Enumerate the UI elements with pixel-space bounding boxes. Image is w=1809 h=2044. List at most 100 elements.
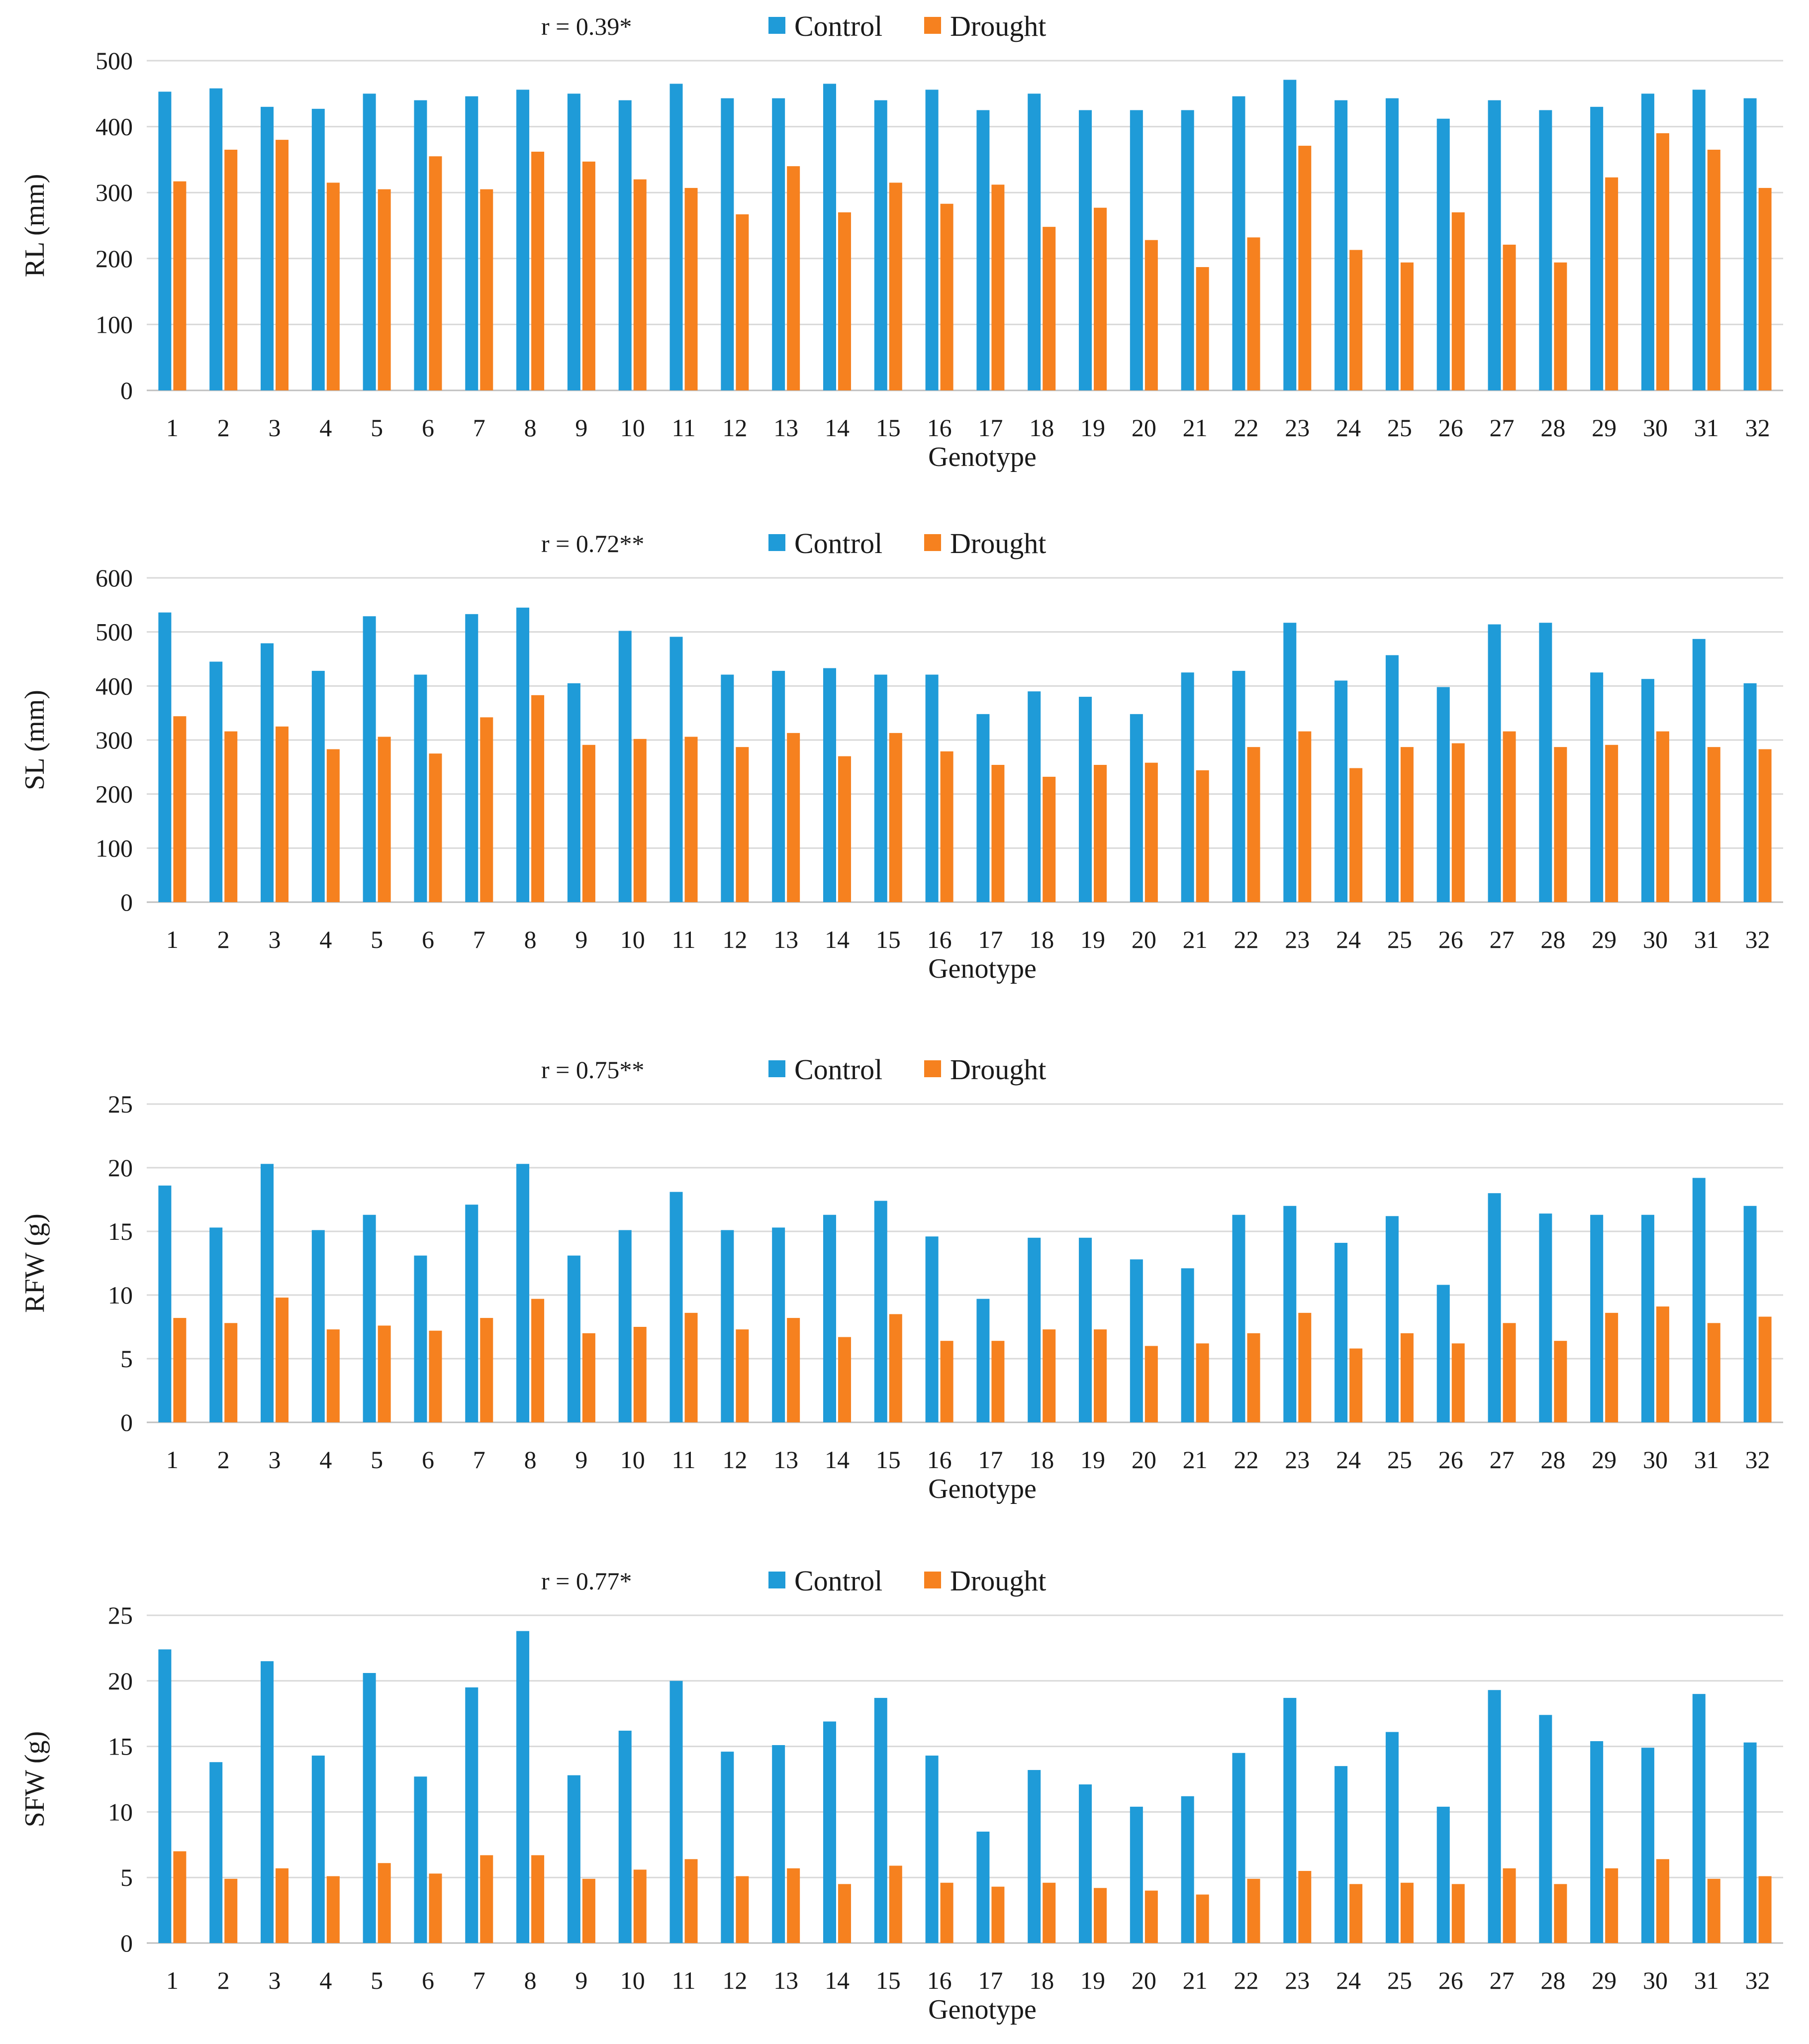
x-tick-label: 24	[1336, 1446, 1361, 1474]
bar-drought-30	[1656, 731, 1669, 902]
bar-control-28	[1539, 110, 1552, 390]
bar-control-2	[209, 88, 223, 390]
x-tick-label: 26	[1438, 926, 1463, 953]
y-tick-label: 0	[120, 1408, 133, 1436]
x-tick-label: 14	[825, 1966, 850, 1994]
bar-control-14	[823, 1721, 836, 1943]
bar-drought-26	[1451, 743, 1465, 902]
bar-control-9	[567, 93, 580, 391]
x-tick-label: 14	[825, 926, 850, 953]
x-tick-label: 17	[978, 1966, 1003, 1994]
x-tick-label: 3	[269, 1446, 281, 1474]
legend-swatch-control	[768, 1060, 785, 1077]
x-tick-label: 10	[620, 1446, 645, 1474]
bar-control-2	[209, 1227, 223, 1422]
x-tick-label: 21	[1183, 1446, 1208, 1474]
bar-drought-12	[736, 1329, 749, 1422]
bar-control-5	[363, 1214, 376, 1422]
x-tick-label: 11	[671, 1966, 695, 1994]
x-tick-label: 10	[620, 414, 645, 442]
bar-drought-8	[531, 151, 545, 390]
x-tick-label: 20	[1132, 1446, 1156, 1474]
y-tick-label: 0	[120, 376, 133, 404]
x-tick-label: 7	[473, 926, 485, 953]
x-tick-label: 28	[1540, 1966, 1565, 1994]
x-tick-label: 27	[1490, 926, 1515, 953]
bar-drought-22	[1247, 747, 1260, 902]
x-tick-label: 7	[473, 414, 485, 442]
x-tick-label: 26	[1438, 1446, 1463, 1474]
bar-control-23	[1283, 623, 1297, 902]
bar-drought-14	[838, 1884, 851, 1943]
bar-control-21	[1181, 110, 1194, 390]
bar-control-13	[772, 1745, 785, 1943]
bar-control-21	[1181, 1796, 1194, 1943]
bar-control-31	[1692, 1694, 1706, 1943]
x-tick-label: 18	[1029, 414, 1054, 442]
bar-control-11	[669, 637, 683, 902]
bar-drought-6	[429, 753, 442, 902]
bar-drought-7	[480, 1855, 493, 1943]
y-tick-label: 0	[120, 1929, 133, 1957]
bar-control-23	[1283, 1698, 1297, 1943]
bar-drought-8	[531, 1855, 545, 1943]
y-tick-label: 600	[95, 564, 133, 592]
x-tick-label: 6	[422, 414, 434, 442]
x-tick-label: 5	[371, 1446, 383, 1474]
bar-drought-4	[326, 749, 340, 902]
bar-drought-3	[276, 1298, 289, 1422]
y-tick-label: 10	[108, 1281, 133, 1309]
x-tick-label: 5	[371, 926, 383, 953]
bar-control-30	[1641, 679, 1654, 902]
x-tick-label: 10	[620, 1966, 645, 1994]
y-tick-label: 0	[120, 888, 133, 916]
x-tick-label: 16	[927, 926, 952, 953]
x-tick-label: 1	[166, 1966, 179, 1994]
y-tick-label: 20	[108, 1154, 133, 1182]
bar-drought-2	[224, 731, 238, 902]
bar-control-12	[721, 674, 734, 902]
bar-drought-20	[1144, 1346, 1158, 1422]
bar-control-8	[516, 1164, 530, 1422]
bar-control-16	[925, 1236, 939, 1422]
bar-control-7	[465, 614, 478, 902]
x-tick-label: 4	[319, 1966, 332, 1994]
bar-control-4	[311, 1756, 325, 1943]
bar-drought-9	[582, 744, 595, 902]
bar-drought-25	[1400, 1333, 1414, 1422]
x-tick-label: 16	[927, 414, 952, 442]
bar-drought-16	[940, 203, 953, 390]
bar-control-30	[1641, 1214, 1654, 1422]
bar-drought-2	[224, 1323, 238, 1422]
x-tick-label: 11	[671, 1446, 695, 1474]
x-tick-label: 32	[1745, 926, 1770, 953]
bar-control-16	[925, 674, 939, 902]
x-tick-label: 26	[1438, 414, 1463, 442]
x-tick-label: 6	[422, 1966, 434, 1994]
bar-control-28	[1539, 623, 1552, 902]
bar-control-25	[1385, 655, 1399, 902]
bar-control-27	[1488, 100, 1501, 390]
bar-control-3	[261, 1661, 274, 1943]
bar-control-17	[976, 714, 990, 902]
bar-control-22	[1232, 96, 1245, 390]
bar-control-1	[158, 1185, 172, 1422]
bar-drought-32	[1758, 749, 1772, 902]
y-axis-label: RL (mm)	[19, 174, 50, 278]
y-tick-label: 500	[95, 47, 133, 75]
x-tick-label: 32	[1745, 414, 1770, 442]
bar-drought-23	[1298, 146, 1312, 390]
bar-control-28	[1539, 1715, 1552, 1943]
x-tick-label: 9	[575, 1966, 587, 1994]
bar-drought-15	[889, 183, 902, 390]
bar-control-10	[618, 631, 632, 902]
bar-drought-12	[736, 214, 749, 390]
x-tick-label: 3	[269, 1966, 281, 1994]
bar-control-9	[567, 1255, 580, 1422]
x-tick-label: 22	[1234, 414, 1258, 442]
x-tick-label: 29	[1592, 414, 1617, 442]
x-tick-label: 1	[166, 1446, 179, 1474]
x-tick-label: 28	[1540, 414, 1565, 442]
x-tick-label: 29	[1592, 1446, 1617, 1474]
bar-control-26	[1436, 687, 1450, 902]
